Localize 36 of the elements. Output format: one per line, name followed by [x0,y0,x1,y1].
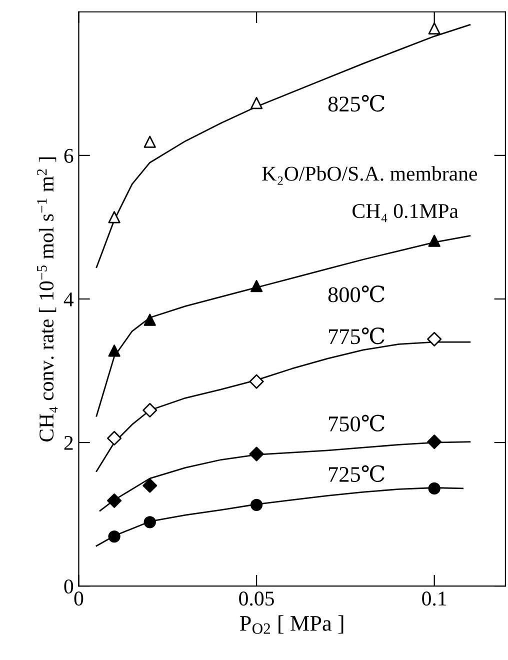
x-tick-label: 0.05 [239,592,274,606]
x-tick-label: 0 [74,592,84,606]
x-axis-title: P$_{O2}$ [ MPa ] [240,615,344,634]
point [250,498,263,512]
point [144,516,156,528]
point [107,493,122,508]
point [249,446,264,462]
annotation: 825℃ [328,94,384,112]
point [108,211,120,224]
x-tick-label: 0.1 [422,592,446,606]
point [428,482,440,495]
point [144,314,156,326]
point [250,280,263,292]
point [142,478,158,493]
annotation: 800℃ [328,286,384,302]
annotation: 750℃ [328,414,384,432]
y-tick-label: 2 [64,436,73,450]
annotation: 725℃ [328,465,384,482]
annotation: 775℃ [328,327,384,344]
point [427,434,442,450]
point [428,22,440,34]
y-axis-title: CH₄ conv. rate [ 10$^{−5}$ mol s$^{−1}$ m$^{2}$ ] [37,157,58,442]
y-tick-label: 6 [64,148,74,163]
point [428,234,440,247]
point [107,430,122,446]
y-tick-label: 4 [64,292,74,306]
annotation: K₂O/PbO/S.A. membrane [262,166,477,185]
y-tick-label: 0 [64,579,74,594]
point [108,344,120,357]
point [250,96,263,110]
point [249,374,264,389]
point [144,136,156,148]
point [427,332,442,346]
annotation: CH₄ 0.1MPa [352,204,458,222]
point [142,402,158,418]
point [108,530,120,543]
